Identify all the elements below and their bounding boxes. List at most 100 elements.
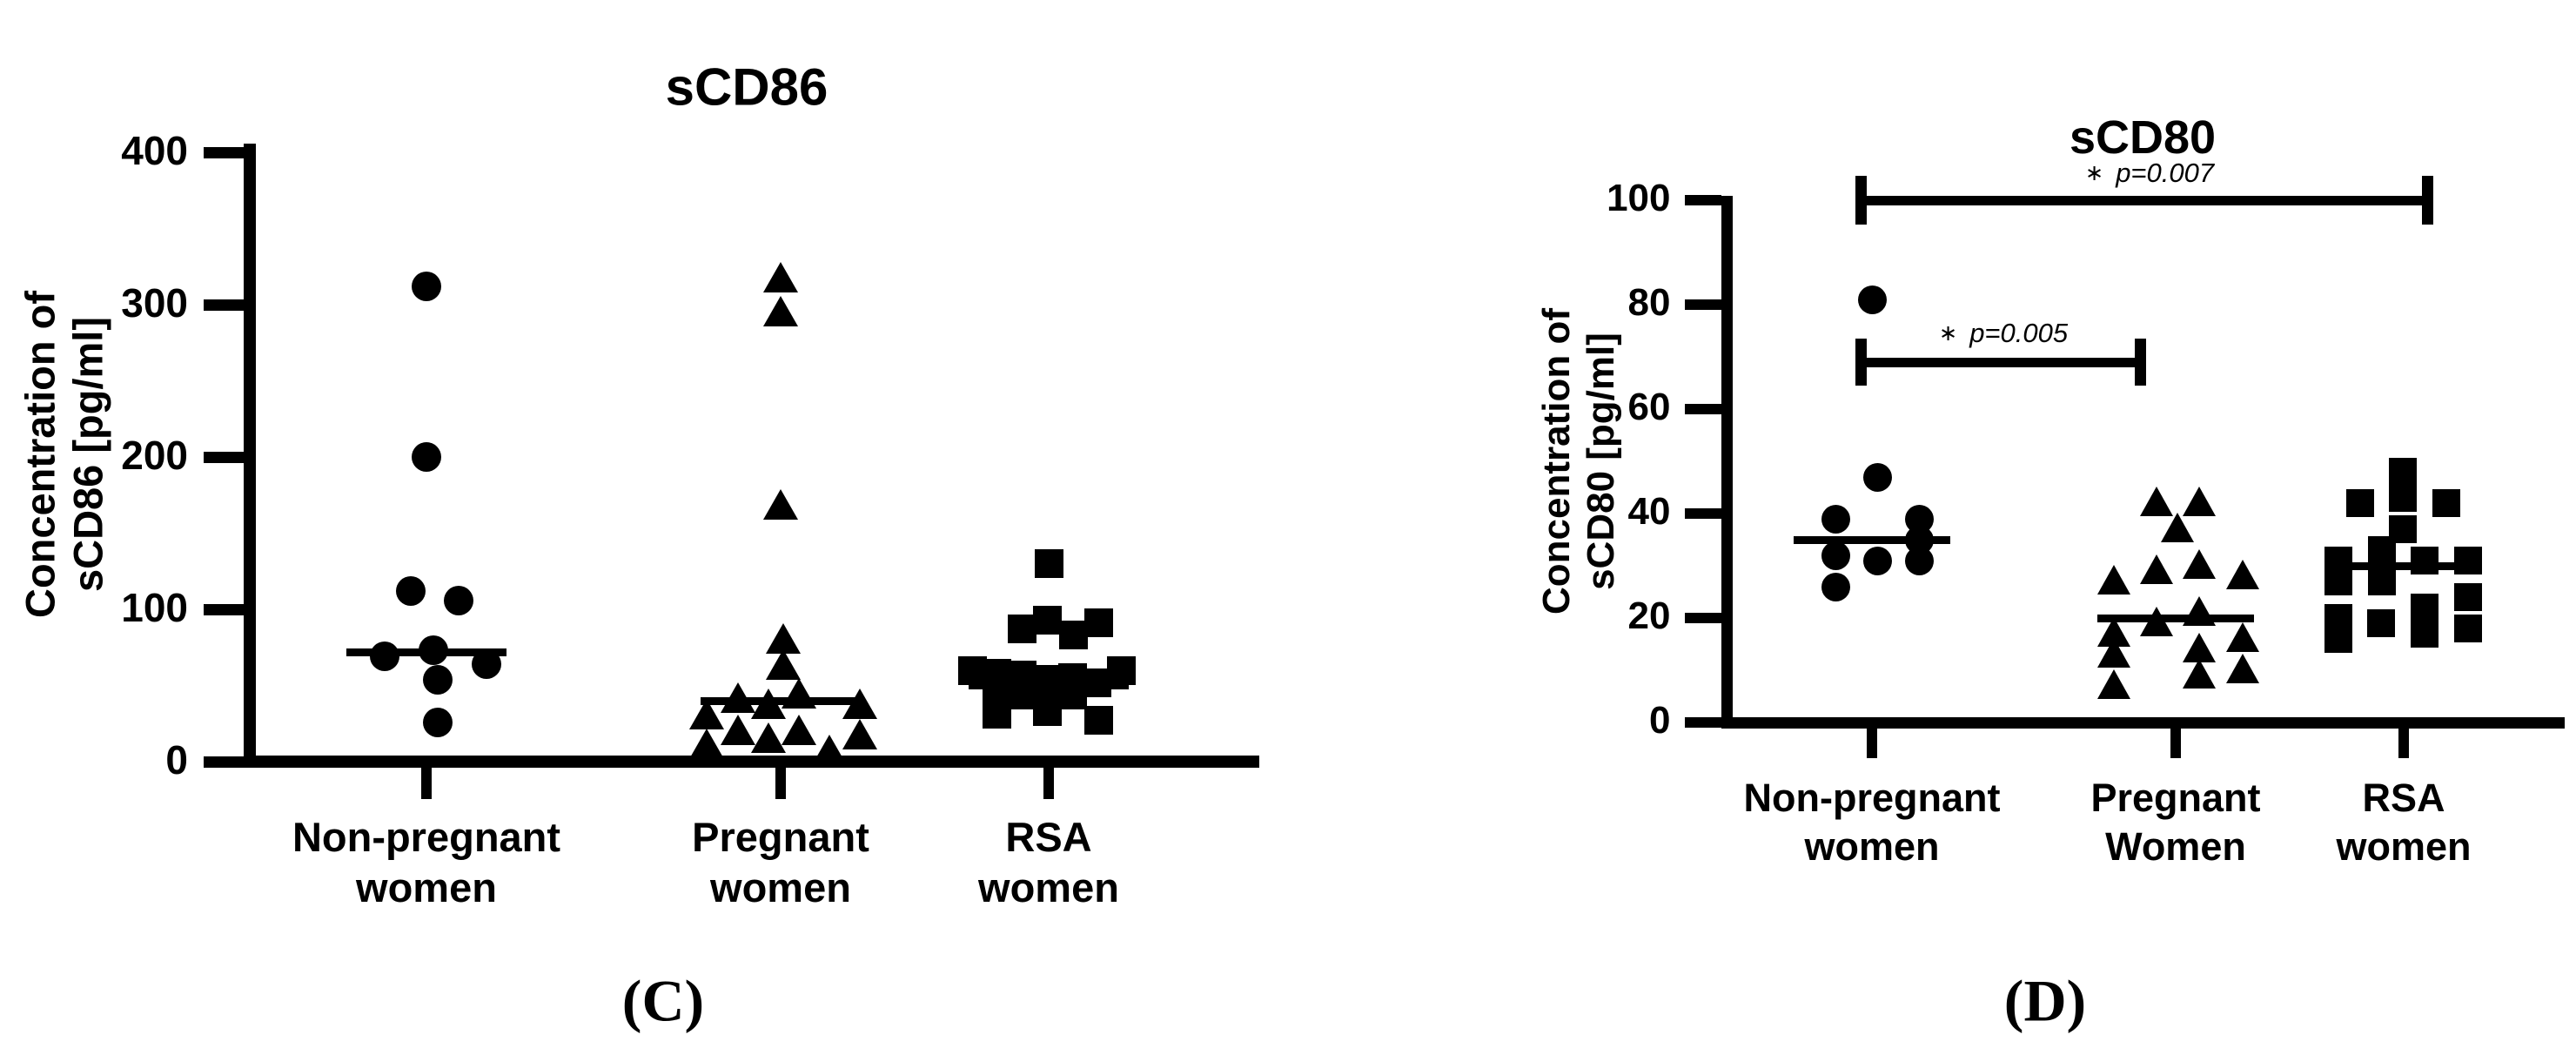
data-point-triangle [763, 295, 798, 326]
data-point-triangle [751, 689, 786, 719]
data-point-triangle [782, 677, 816, 709]
category-label: Pregnant women [692, 812, 869, 914]
y-tick [204, 756, 244, 768]
data-point-triangle [2160, 513, 2194, 543]
asterisk-icon: ∗ [2084, 161, 2104, 185]
data-point-circle [472, 649, 501, 679]
y-axis-line [244, 144, 256, 768]
data-point-square [1057, 680, 1087, 709]
data-point-square [1007, 615, 1036, 644]
data-point-circle [412, 272, 441, 301]
data-point-square [1058, 621, 1088, 650]
data-point-triangle [842, 689, 877, 719]
data-point-triangle [721, 714, 755, 745]
y-tick [1684, 613, 1721, 623]
significance-bar-left-cap [1855, 176, 1867, 225]
y-tick-label: 60 [1627, 385, 1671, 428]
chart-d-y-axis-label-line2: sCD80 [pg/ml] [1580, 333, 1622, 590]
y-tick-label: 20 [1627, 594, 1671, 637]
category-label-line2: women [710, 864, 851, 911]
y-tick-label: 0 [1649, 698, 1671, 742]
data-point-square [1034, 549, 1063, 578]
data-point-square [2368, 568, 2396, 595]
data-point-triangle [2182, 549, 2216, 580]
data-point-circle [423, 707, 453, 737]
data-point-triangle [2096, 669, 2130, 700]
data-point-square [957, 655, 987, 685]
data-point-circle [396, 576, 426, 606]
x-tick [1867, 728, 1877, 758]
data-point-triangle [2096, 565, 2130, 595]
chart-c-title: sCD86 [665, 57, 828, 117]
data-point-circle [1821, 504, 1850, 534]
significance-bar-right-cap [2135, 339, 2146, 386]
data-point-circle [412, 442, 441, 472]
category-label-line2: women [2336, 823, 2472, 869]
y-tick [204, 299, 244, 311]
category-label-line2: women [356, 864, 497, 911]
data-point-circle [1857, 285, 1887, 314]
data-point-triangle [689, 728, 724, 759]
category-label-line2: women [1804, 823, 1940, 869]
data-point-circle [1904, 546, 1934, 575]
y-tick [204, 146, 244, 158]
category-label-line1: Non-pregnant [292, 814, 561, 860]
data-point-square [2432, 489, 2460, 517]
data-point-circle [370, 642, 399, 672]
data-point-square [2389, 484, 2417, 512]
data-point-triangle [2139, 554, 2173, 585]
data-point-triangle [763, 488, 798, 520]
category-label: RSA women [2336, 774, 2471, 871]
y-tick-label: 400 [121, 128, 188, 174]
data-point-triangle [2225, 654, 2259, 684]
y-tick [1684, 404, 1721, 414]
data-point-square [1106, 655, 1136, 685]
chart-d-y-axis-label: Concentration of sCD80 [pg/ml] [1534, 308, 1623, 615]
data-point-circle [1862, 462, 1892, 492]
data-point-triangle [2139, 607, 2173, 637]
median-line [2097, 614, 2254, 622]
median-line [2325, 561, 2482, 570]
data-point-triangle [842, 719, 877, 749]
data-point-square [2454, 547, 2482, 574]
y-tick-label: 0 [165, 737, 188, 783]
category-label: Pregnant Women [2090, 774, 2260, 871]
x-axis-line [244, 756, 1259, 768]
significance-bar-right-cap [2422, 176, 2433, 225]
data-point-square [2411, 594, 2438, 621]
y-tick-label: 200 [121, 433, 188, 479]
data-point-circle [1821, 541, 1850, 570]
data-point-square [2324, 568, 2352, 595]
y-tick-label: 100 [1607, 176, 1671, 219]
data-point-square [1083, 608, 1113, 638]
x-tick [421, 768, 432, 799]
category-label-line1: RSA [2362, 776, 2445, 820]
data-point-square [2454, 615, 2482, 642]
data-point-square [1007, 680, 1036, 709]
data-point-triangle [721, 682, 755, 713]
data-point-square [2454, 583, 2482, 611]
data-point-square [1082, 668, 1111, 697]
data-point-square [1083, 706, 1113, 736]
data-point-triangle [2182, 659, 2216, 689]
significance-bar [1861, 195, 2428, 205]
x-tick [2170, 728, 2181, 758]
data-point-triangle [766, 648, 801, 680]
data-point-triangle [2182, 487, 2216, 517]
data-point-triangle [2225, 622, 2259, 653]
x-tick [2398, 728, 2409, 758]
data-point-triangle [782, 714, 816, 745]
category-label-line1: Non-pregnant [1743, 776, 2001, 820]
data-point-circle [423, 664, 453, 695]
data-point-square [2367, 609, 2395, 637]
category-label-line2: women [978, 864, 1119, 911]
category-label: Non-pregnant women [1744, 774, 2001, 871]
category-label-line1: Pregnant [692, 814, 869, 860]
data-point-triangle [812, 734, 847, 765]
category-label-line2: Women [2105, 823, 2246, 869]
data-point-triangle [2139, 487, 2173, 517]
category-label-line1: Pregnant [2090, 776, 2261, 820]
y-tick-label: 300 [121, 280, 188, 326]
significance-bar [1861, 357, 2141, 367]
